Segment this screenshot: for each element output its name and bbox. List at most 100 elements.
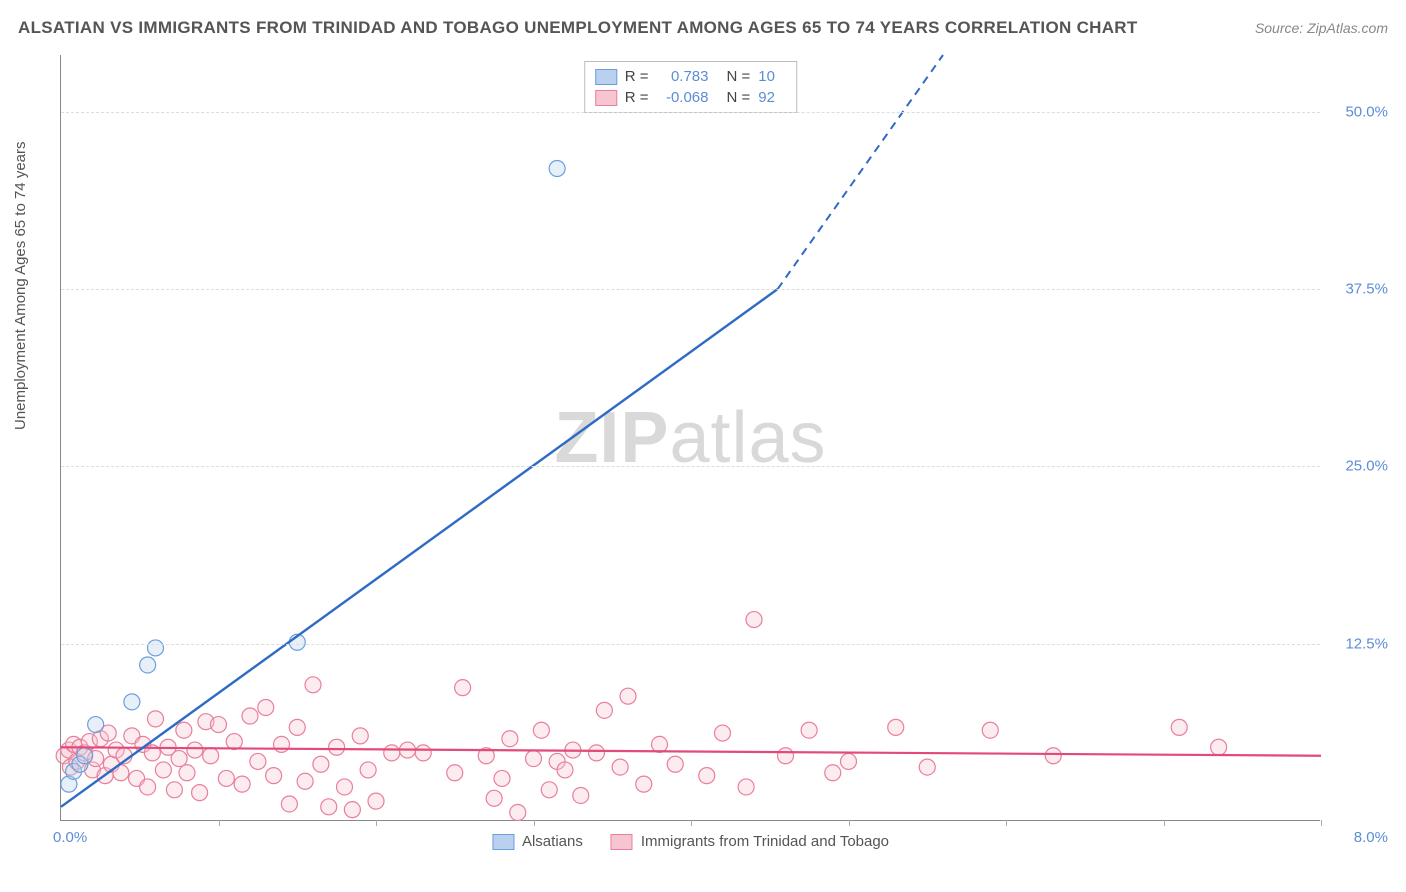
data-point-immigrants: [841, 753, 857, 769]
data-point-immigrants: [533, 722, 549, 738]
series-legend-label: Immigrants from Trinidad and Tobago: [641, 833, 889, 850]
source-name: ZipAtlas.com: [1307, 20, 1388, 36]
y-tick-label: 37.5%: [1328, 281, 1388, 298]
data-point-immigrants: [140, 779, 156, 795]
n-label: N =: [727, 68, 751, 85]
series-legend-item: Immigrants from Trinidad and Tobago: [611, 833, 889, 850]
data-point-alsatians: [88, 717, 104, 733]
data-point-immigrants: [612, 759, 628, 775]
y-tick-label: 50.0%: [1328, 103, 1388, 120]
trend-line-alsatians: [61, 289, 778, 807]
data-point-immigrants: [447, 765, 463, 781]
data-point-immigrants: [171, 751, 187, 767]
grid-line: [61, 644, 1320, 645]
data-point-immigrants: [573, 787, 589, 803]
y-origin-label: 0.0%: [53, 829, 87, 846]
data-point-immigrants: [148, 711, 164, 727]
series-legend: Alsatians Immigrants from Trinidad and To…: [492, 833, 889, 850]
data-point-immigrants: [274, 736, 290, 752]
data-point-immigrants: [526, 751, 542, 767]
x-tick: [1321, 820, 1322, 826]
x-tick: [219, 820, 220, 826]
data-point-alsatians: [124, 694, 140, 710]
data-point-alsatians: [77, 748, 93, 764]
data-point-immigrants: [801, 722, 817, 738]
y-tick-label: 12.5%: [1328, 635, 1388, 652]
data-point-immigrants: [982, 722, 998, 738]
data-point-immigrants: [166, 782, 182, 798]
data-point-immigrants: [825, 765, 841, 781]
n-label: N =: [727, 89, 751, 106]
data-point-immigrants: [187, 742, 203, 758]
data-point-immigrants: [297, 773, 313, 789]
data-point-immigrants: [258, 700, 274, 716]
data-point-immigrants: [778, 748, 794, 764]
data-point-immigrants: [368, 793, 384, 809]
data-point-immigrants: [919, 759, 935, 775]
legend-swatch: [492, 834, 514, 850]
data-point-immigrants: [888, 719, 904, 735]
source-prefix: Source:: [1255, 20, 1307, 36]
data-point-alsatians: [140, 657, 156, 673]
chart-svg: [61, 55, 1320, 820]
series-legend-item: Alsatians: [492, 833, 583, 850]
data-point-immigrants: [305, 677, 321, 693]
x-max-label: 8.0%: [1328, 829, 1388, 846]
chart-source: Source: ZipAtlas.com: [1255, 20, 1388, 36]
series-legend-label: Alsatians: [522, 833, 583, 850]
r-value: 0.783: [657, 68, 709, 85]
chart-header: ALSATIAN VS IMMIGRANTS FROM TRINIDAD AND…: [18, 18, 1388, 38]
data-point-immigrants: [415, 745, 431, 761]
data-point-alsatians: [549, 160, 565, 176]
data-point-immigrants: [337, 779, 353, 795]
data-point-immigrants: [455, 680, 471, 696]
x-tick: [691, 820, 692, 826]
data-point-immigrants: [218, 770, 234, 786]
correlation-legend-row: R =-0.068N =92: [595, 87, 787, 108]
data-point-immigrants: [510, 804, 526, 820]
data-point-immigrants: [250, 753, 266, 769]
data-point-alsatians: [148, 640, 164, 656]
correlation-legend: R =0.783N =10R =-0.068N =92: [584, 61, 798, 113]
data-point-immigrants: [344, 802, 360, 818]
n-value: 10: [758, 68, 786, 85]
trend-line-alsatians-extrapolated: [778, 55, 943, 289]
n-value: 92: [758, 89, 786, 106]
plot-area: ZIPatlas R =0.783N =10R =-0.068N =92 0.0…: [60, 55, 1320, 821]
data-point-immigrants: [176, 722, 192, 738]
data-point-immigrants: [329, 739, 345, 755]
data-point-immigrants: [596, 702, 612, 718]
data-point-immigrants: [234, 776, 250, 792]
data-point-immigrants: [384, 745, 400, 761]
data-point-immigrants: [502, 731, 518, 747]
data-point-immigrants: [667, 756, 683, 772]
data-point-immigrants: [211, 717, 227, 733]
data-point-immigrants: [203, 748, 219, 764]
r-label: R =: [625, 68, 649, 85]
data-point-immigrants: [636, 776, 652, 792]
data-point-immigrants: [486, 790, 502, 806]
data-point-immigrants: [541, 782, 557, 798]
data-point-immigrants: [1171, 719, 1187, 735]
data-point-immigrants: [226, 734, 242, 750]
data-point-immigrants: [352, 728, 368, 744]
data-point-immigrants: [155, 762, 171, 778]
data-point-immigrants: [313, 756, 329, 772]
data-point-immigrants: [360, 762, 376, 778]
data-point-immigrants: [715, 725, 731, 741]
legend-swatch: [611, 834, 633, 850]
grid-line: [61, 466, 1320, 467]
chart-title: ALSATIAN VS IMMIGRANTS FROM TRINIDAD AND…: [18, 18, 1138, 38]
x-tick: [849, 820, 850, 826]
data-point-immigrants: [289, 719, 305, 735]
legend-swatch: [595, 69, 617, 85]
data-point-immigrants: [620, 688, 636, 704]
data-point-immigrants: [266, 768, 282, 784]
data-point-immigrants: [192, 785, 208, 801]
data-point-immigrants: [281, 796, 297, 812]
data-point-immigrants: [652, 736, 668, 752]
trend-line-immigrants: [61, 747, 1321, 756]
data-point-immigrants: [179, 765, 195, 781]
data-point-immigrants: [589, 745, 605, 761]
legend-swatch: [595, 90, 617, 106]
